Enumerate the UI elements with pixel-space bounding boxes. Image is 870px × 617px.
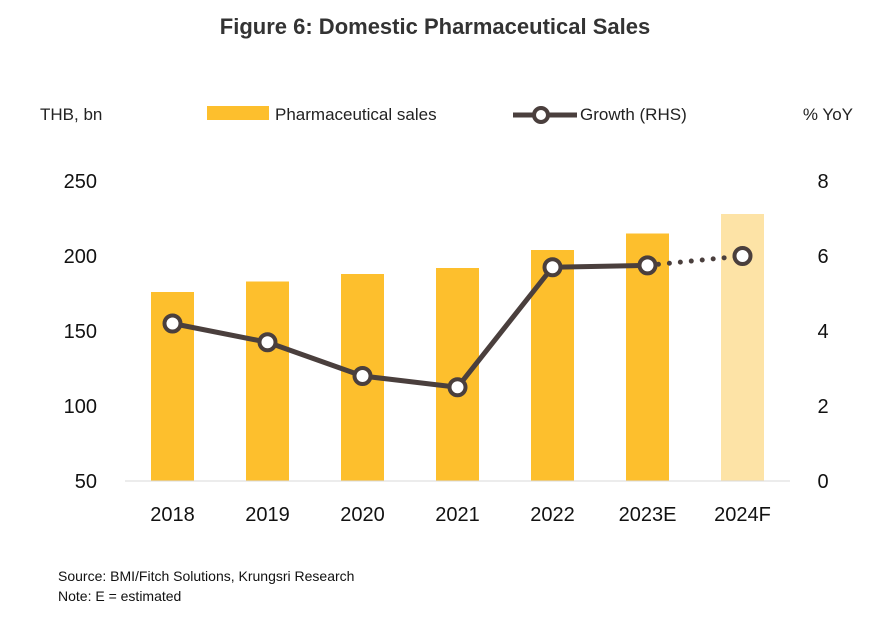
bar-series bbox=[151, 214, 764, 481]
y-axis-label: THB, bn bbox=[40, 105, 102, 124]
x-tick-label: 2022 bbox=[530, 504, 575, 526]
y-tick-label: 250 bbox=[64, 171, 97, 193]
y2-tick-label: 2 bbox=[817, 396, 828, 418]
bar-2021 bbox=[436, 268, 479, 481]
y2-tick-label: 6 bbox=[817, 246, 828, 268]
legend-swatch-sales bbox=[207, 106, 269, 120]
y2-tick-label: 4 bbox=[817, 321, 828, 343]
legend-label-growth: Growth (RHS) bbox=[580, 105, 687, 124]
y-tick-label: 150 bbox=[64, 321, 97, 343]
x-tick-label: 2023E bbox=[619, 504, 677, 526]
x-tick-label: 2024F bbox=[714, 504, 771, 526]
y-tick-label: 200 bbox=[64, 246, 97, 268]
growth-point-2022 bbox=[542, 257, 563, 278]
growth-line-solid bbox=[172, 262, 648, 390]
bar-2019 bbox=[246, 281, 289, 481]
x-tick-label: 2018 bbox=[150, 504, 195, 526]
growth-point-2018 bbox=[162, 313, 183, 334]
x-tick-label: 2019 bbox=[245, 504, 290, 526]
y2-tick-label: 8 bbox=[817, 171, 828, 193]
growth-line-series bbox=[162, 246, 753, 398]
growth-point-2021 bbox=[447, 377, 468, 398]
growth-point-2024F bbox=[732, 246, 753, 266]
y-axis-ticks: 50 100 150 200 250 bbox=[64, 171, 97, 493]
x-tick-label: 2020 bbox=[340, 504, 385, 526]
growth-point-2023E bbox=[637, 255, 658, 276]
growth-point-2020 bbox=[352, 366, 373, 386]
chart-title: Figure 6: Domestic Pharmaceutical Sales bbox=[219, 14, 651, 39]
legend-label-sales: Pharmaceutical sales bbox=[275, 105, 437, 124]
x-tick-label: 2021 bbox=[435, 504, 480, 526]
legend: Pharmaceutical sales Growth (RHS) bbox=[207, 105, 687, 124]
y2-axis-label: % YoY bbox=[803, 105, 853, 124]
x-axis-ticks: 2018 2019 2020 2021 2022 2023E 2024F bbox=[150, 504, 771, 526]
source-note: Source: BMI/Fitch Solutions, Krungsri Re… bbox=[58, 568, 355, 584]
y2-axis-ticks: 0 2 4 6 8 bbox=[817, 171, 828, 493]
y2-tick-label: 0 bbox=[817, 471, 828, 493]
growth-point-2019 bbox=[257, 332, 278, 353]
y-tick-label: 100 bbox=[64, 396, 97, 418]
y-tick-label: 50 bbox=[75, 471, 97, 493]
legend-swatch-growth-marker bbox=[532, 106, 550, 124]
estimate-note: Note: E = estimated bbox=[58, 588, 182, 604]
